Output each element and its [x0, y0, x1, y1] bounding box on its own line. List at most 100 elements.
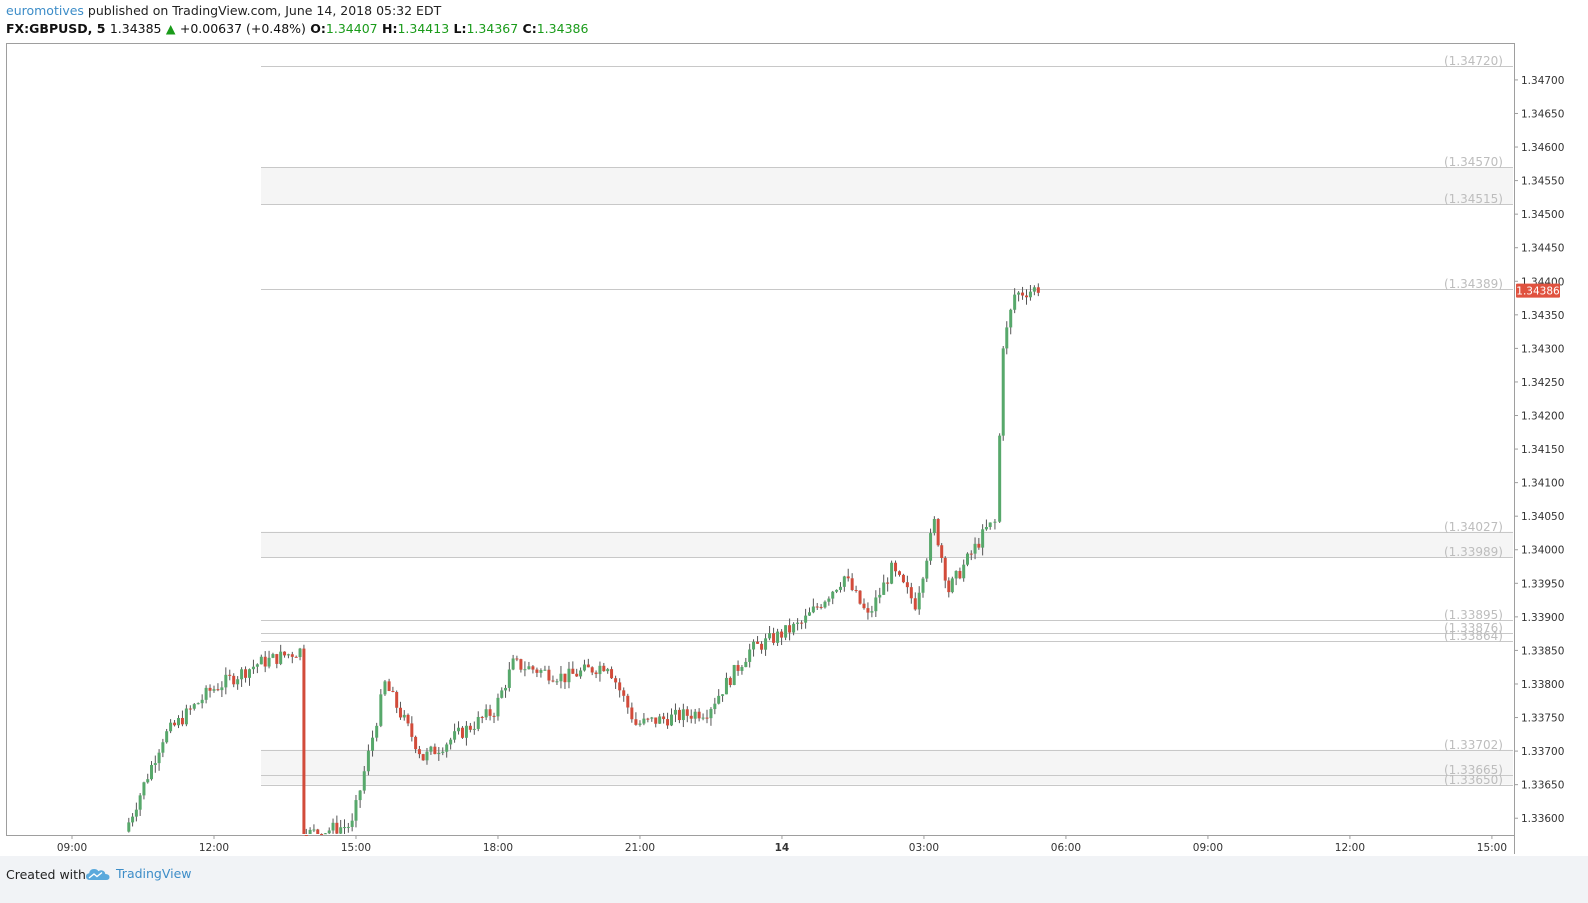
candle-down: [395, 691, 399, 708]
price-tick-label: 1.34350: [1521, 310, 1564, 322]
candle-up: [988, 522, 992, 527]
candle-up: [752, 641, 756, 650]
candle-down: [590, 667, 594, 673]
candle-up: [445, 744, 449, 752]
candle-down: [943, 557, 947, 581]
high-value: 1.34413: [397, 21, 450, 36]
candle-down: [819, 606, 823, 608]
candle-up: [917, 592, 921, 610]
candle-down: [626, 695, 630, 708]
time-tick-label: 09:00: [57, 842, 87, 854]
candle-down: [654, 717, 658, 724]
candle-down: [232, 675, 236, 685]
symbol-legend: FX:GBPUSD, 5 1.34385 ▲ +0.00637 (+0.48%)…: [6, 21, 588, 36]
price-axis[interactable]: 1.34700 1.34650 1.34600 1.34550 1.34500 1.344…: [1514, 75, 1564, 825]
candle-up: [965, 553, 969, 565]
candle-down: [646, 718, 650, 720]
candle-down: [662, 716, 666, 720]
candle-up: [744, 661, 748, 668]
price-tick-label: 1.34550: [1521, 176, 1564, 188]
zones-layer: [261, 167, 1513, 785]
author-link[interactable]: euromotives: [6, 3, 84, 18]
level-label-11: (1.33650): [1444, 773, 1503, 787]
level-zone-0: [261, 167, 1513, 205]
candle-up: [131, 816, 135, 823]
candle-down: [421, 754, 425, 761]
time-tick-label: 14: [775, 842, 790, 854]
price-tick-label: 1.34200: [1521, 411, 1564, 423]
time-axis[interactable]: 09:00 12:00 15:00 18:00 21:00 14 03:00 06:00 09:…: [57, 835, 1507, 854]
candle-up: [196, 703, 200, 705]
last-price-tag-text: 1.34386: [1516, 286, 1560, 298]
candle-up: [339, 827, 343, 834]
candle-down: [815, 606, 819, 608]
candle-up: [425, 751, 429, 761]
candle-down: [290, 654, 294, 657]
price-tick-label: 1.34050: [1521, 511, 1564, 523]
candle-down: [913, 598, 917, 610]
level-zone-2: [261, 749, 1513, 785]
candle-up: [606, 669, 610, 672]
candle-up: [251, 666, 255, 670]
candle-down: [630, 707, 634, 720]
level-label-6: (1.33895): [1444, 608, 1503, 622]
candle-up: [375, 725, 379, 738]
candle-up: [212, 689, 216, 691]
candle-down: [909, 587, 913, 599]
candle-up: [921, 578, 925, 593]
level-label-4: (1.34027): [1444, 520, 1503, 534]
candle-up: [709, 709, 713, 719]
price-chart[interactable]: (1.34720) (1.34570) (1.34515) (1.34389) (1.3…: [6, 43, 1564, 854]
candle-up: [1032, 287, 1036, 292]
candle-down: [780, 631, 784, 638]
candle-down: [320, 833, 324, 835]
candle-up: [925, 560, 929, 579]
candle-up: [259, 656, 263, 665]
candle-down: [705, 717, 709, 719]
open-value: 1.34407: [325, 21, 378, 36]
candle-down: [618, 682, 622, 691]
candle-down: [488, 709, 492, 716]
candle-up: [740, 667, 744, 671]
candle-up: [539, 670, 543, 673]
chart-frame[interactable]: (1.34720) (1.34570) (1.34515) (1.34389) (1.3…: [6, 43, 1564, 854]
candle-up: [267, 657, 271, 667]
candle-up: [453, 731, 457, 740]
level-label-5: (1.33989): [1444, 545, 1503, 559]
level-label-2: (1.34515): [1444, 192, 1503, 206]
time-tick-label: 09:00: [1193, 842, 1223, 854]
candle-down: [433, 746, 437, 755]
candle-up: [658, 716, 662, 724]
candle-up: [638, 723, 642, 725]
candle-up: [555, 681, 559, 683]
candle-up: [472, 728, 476, 730]
price-tick-label: 1.34000: [1521, 545, 1564, 557]
tradingview-brand-link[interactable]: TradingView: [86, 866, 192, 881]
candle-up: [792, 623, 796, 633]
plot-area[interactable]: [6, 43, 1515, 836]
candle-up: [673, 709, 677, 715]
price-tick-label: 1.34300: [1521, 343, 1564, 355]
price-tick-label: 1.33850: [1521, 645, 1564, 657]
candle-down: [854, 589, 858, 591]
price-tick-label: 1.34600: [1521, 142, 1564, 154]
candle-up: [804, 615, 808, 623]
candle-up: [981, 529, 985, 548]
price-change: +0.00637 (+0.48%): [179, 21, 306, 36]
tradingview-cloud-icon: [86, 868, 110, 880]
symbol-name: FX:GBPUSD, 5: [6, 21, 106, 36]
candle-down: [846, 576, 850, 579]
candle-up: [823, 601, 827, 608]
candle-down: [862, 603, 866, 609]
candle-down: [216, 689, 220, 691]
candle-down: [263, 656, 267, 667]
candle-down: [788, 625, 792, 633]
level-label-7: (1.33876): [1444, 621, 1503, 635]
candle-down: [800, 622, 804, 624]
candle-down: [275, 654, 279, 664]
candle-up: [811, 606, 815, 613]
candle-up: [1013, 294, 1017, 310]
candle-down: [947, 580, 951, 593]
candle-up: [878, 594, 882, 598]
candle-up: [138, 795, 142, 810]
